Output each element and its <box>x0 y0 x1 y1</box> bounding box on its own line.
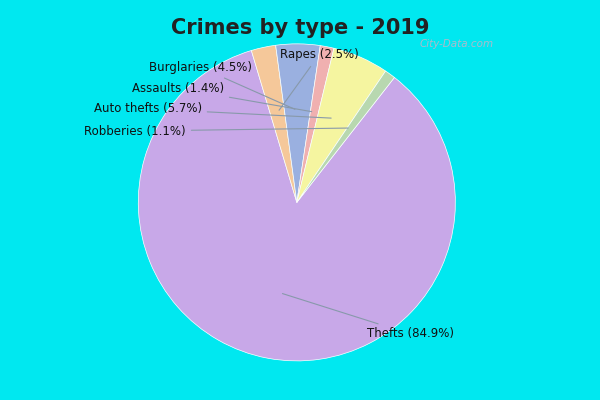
Wedge shape <box>297 46 334 202</box>
Text: Robberies (1.1%): Robberies (1.1%) <box>84 124 348 138</box>
Wedge shape <box>139 50 455 361</box>
Text: Crimes by type - 2019: Crimes by type - 2019 <box>171 18 429 38</box>
Wedge shape <box>251 45 297 202</box>
Text: Rapes (2.5%): Rapes (2.5%) <box>279 48 358 110</box>
Text: Assaults (1.4%): Assaults (1.4%) <box>132 82 311 112</box>
Text: Auto thefts (5.7%): Auto thefts (5.7%) <box>94 102 331 118</box>
Wedge shape <box>297 48 386 202</box>
Wedge shape <box>275 44 320 202</box>
Text: Burglaries (4.5%): Burglaries (4.5%) <box>149 61 295 109</box>
Text: City-Data.com: City-Data.com <box>419 39 493 49</box>
Wedge shape <box>297 71 394 202</box>
Text: Thefts (84.9%): Thefts (84.9%) <box>283 294 454 340</box>
